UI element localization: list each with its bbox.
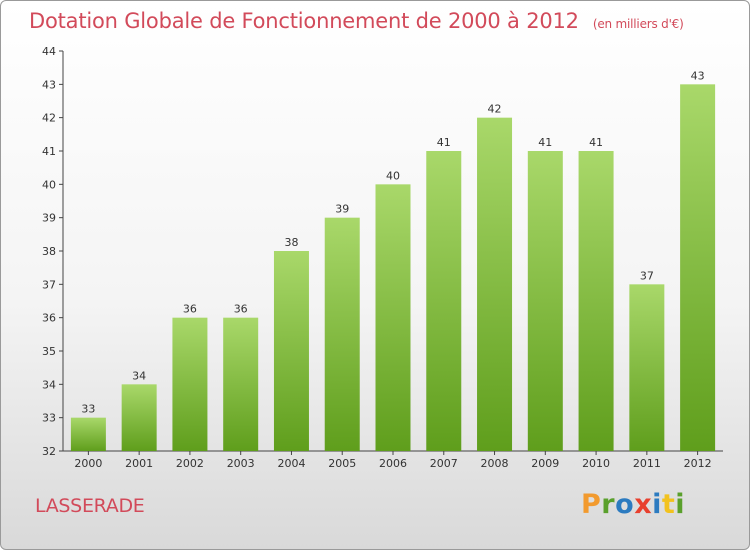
data-label-2004: 38 (284, 236, 298, 249)
x-tick-label-2010: 2010 (582, 457, 610, 470)
logo-letter: x (634, 489, 653, 520)
y-tick-label: 37 (42, 278, 56, 291)
bar-2007 (426, 151, 462, 451)
data-label-2009: 41 (538, 136, 552, 149)
logo-letter: t (661, 489, 676, 520)
bar-2005 (324, 217, 360, 451)
chart-unit: (en milliers d'€) (592, 17, 684, 31)
x-tick-label-2002: 2002 (176, 457, 204, 470)
data-label-2003: 36 (234, 303, 248, 316)
bar-2001 (121, 384, 157, 451)
chart-title-text: Dotation Globale de Fonctionnement de 20… (29, 9, 579, 33)
logo-letter: o (615, 489, 635, 520)
bar-2004 (273, 251, 309, 451)
y-tick-label: 44 (42, 45, 56, 58)
logo-letter: P (581, 489, 602, 520)
y-tick-label: 33 (42, 412, 56, 425)
x-tick-label-2012: 2012 (684, 457, 712, 470)
data-label-2012: 43 (691, 69, 705, 82)
data-label-2000: 33 (81, 403, 95, 416)
y-tick-label: 38 (42, 245, 56, 258)
commune-name: LASSERADE (35, 495, 145, 517)
bar-2008 (477, 117, 513, 452)
y-tick-label: 41 (42, 145, 56, 158)
chart-bars (70, 84, 716, 452)
bar-2000 (70, 417, 106, 451)
data-label-2007: 41 (437, 136, 451, 149)
y-tick-label: 35 (42, 345, 56, 358)
data-label-2001: 34 (132, 369, 146, 382)
y-tick-label: 40 (42, 178, 56, 191)
data-label-2011: 37 (640, 269, 654, 282)
data-label-2008: 42 (488, 103, 502, 116)
x-tick-label-2001: 2001 (125, 457, 153, 470)
logo-letter: r (601, 489, 616, 520)
y-tick-label: 39 (42, 212, 56, 225)
bar-2010 (578, 151, 614, 451)
y-tick-label: 43 (42, 78, 56, 91)
y-tick-label: 36 (42, 312, 56, 325)
bar-2011 (629, 284, 665, 451)
bar-2003 (223, 317, 259, 451)
bar-2012 (680, 84, 716, 451)
x-tick-label-2009: 2009 (531, 457, 559, 470)
logo-letter: i (652, 489, 662, 520)
data-label-2005: 39 (335, 203, 349, 216)
data-label-2006: 40 (386, 169, 400, 182)
x-tick-label-2011: 2011 (633, 457, 661, 470)
chart-title: Dotation Globale de Fonctionnement de 20… (29, 9, 684, 33)
y-tick-label: 42 (42, 112, 56, 125)
y-tick-label: 32 (42, 445, 56, 458)
data-label-2002: 36 (183, 303, 197, 316)
proxiti-logo[interactable]: Proxiti (581, 489, 685, 520)
x-tick-label-2005: 2005 (328, 457, 356, 470)
data-label-2010: 41 (589, 136, 603, 149)
x-tick-label-2008: 2008 (481, 457, 509, 470)
logo-letter: i (675, 489, 686, 520)
y-tick-label: 34 (42, 378, 56, 391)
x-tick-label-2000: 2000 (74, 457, 102, 470)
x-tick-label-2004: 2004 (277, 457, 305, 470)
chart-data-labels: 33 34 36 36 38 39 40 41 42 41 41 37 43 (81, 69, 704, 415)
bar-2006 (375, 184, 411, 452)
bar-2009 (527, 151, 563, 451)
chart-axes: 32 33 34 35 36 37 38 39 40 41 42 43 44 2000 2001 2002 20… (42, 45, 723, 470)
x-tick-label-2007: 2007 (430, 457, 458, 470)
x-tick-label-2006: 2006 (379, 457, 407, 470)
bar-2002 (172, 317, 208, 451)
x-tick-label-2003: 2003 (227, 457, 255, 470)
